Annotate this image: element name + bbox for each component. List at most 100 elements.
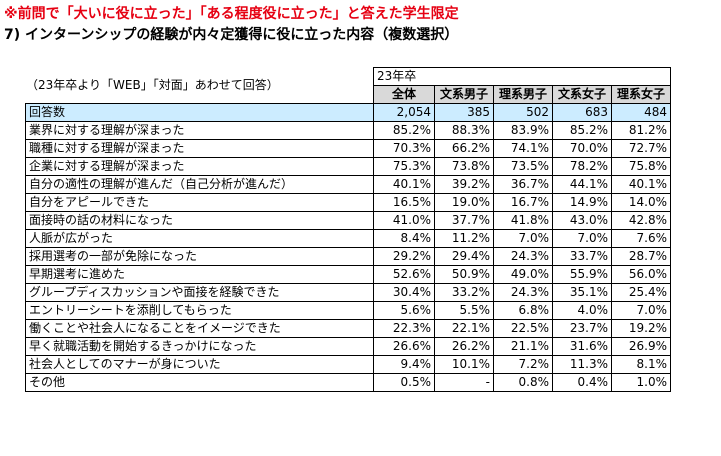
table-row: 業界に対する理解が深まった 85.2% 88.3% 83.9% 85.2% 81.2% bbox=[25, 121, 671, 140]
table-cell: 24.3% bbox=[493, 247, 553, 266]
table-cell: 21.1% bbox=[493, 337, 553, 356]
table-cell: 30.4% bbox=[373, 283, 435, 302]
table-cell: 0.5% bbox=[373, 373, 435, 392]
table-cell: 66.2% bbox=[434, 139, 494, 158]
table-cell: 44.1% bbox=[552, 175, 612, 194]
table-cell: 50.9% bbox=[434, 265, 494, 284]
table-row: 自分をアピールできた 16.5% 19.0% 16.7% 14.9% 14.0% bbox=[25, 193, 671, 212]
table-cell: 22.1% bbox=[434, 319, 494, 338]
table-cell: 19.2% bbox=[611, 319, 671, 338]
row-label: 自分をアピールできた bbox=[25, 193, 374, 212]
column-header: 文系男子 bbox=[434, 85, 494, 104]
table-cell: 40.1% bbox=[611, 175, 671, 194]
table-cell: 502 bbox=[493, 103, 553, 122]
table-row: 早期選考に進めた 52.6% 50.9% 49.0% 55.9% 56.0% bbox=[25, 265, 671, 284]
row-label: 社会人としてのマナーが身についた bbox=[25, 355, 374, 374]
table-cell: 73.8% bbox=[434, 157, 494, 176]
column-header: 理系女子 bbox=[611, 85, 671, 104]
table-cell: 7.6% bbox=[611, 229, 671, 248]
respondent-count-row: 回答数 2,054 385 502 683 484 bbox=[25, 103, 671, 122]
table-cell: 73.5% bbox=[493, 157, 553, 176]
table-cell: 8.1% bbox=[611, 355, 671, 374]
table-cell: 26.6% bbox=[373, 337, 435, 356]
table-row: 自分の適性の理解が進んだ（自己分析が進んだ） 40.1% 39.2% 36.7% 44.… bbox=[25, 175, 671, 194]
header-spacer bbox=[26, 86, 374, 104]
table-cell: 5.6% bbox=[373, 301, 435, 320]
table-cell: 26.2% bbox=[434, 337, 494, 356]
row-label: 人脈が広がった bbox=[25, 229, 374, 248]
table-cell: 7.0% bbox=[552, 229, 612, 248]
row-label: その他 bbox=[25, 373, 374, 392]
table-cell: 8.4% bbox=[373, 229, 435, 248]
table-cell: 11.3% bbox=[552, 355, 612, 374]
table-cell: 55.9% bbox=[552, 265, 612, 284]
table-row: その他 0.5% -0.8% 0.4% 1.0% bbox=[25, 373, 671, 392]
table-cell: 70.3% bbox=[373, 139, 435, 158]
table-cell: 1.0% bbox=[611, 373, 671, 392]
row-label: 回答数 bbox=[25, 103, 374, 122]
table-cell: 85.2% bbox=[373, 121, 435, 140]
table-cell: 7.0% bbox=[493, 229, 553, 248]
table-cell: 23.7% bbox=[552, 319, 612, 338]
table-cell: 29.4% bbox=[434, 247, 494, 266]
table-cell: 10.1% bbox=[434, 355, 494, 374]
table-cell: 78.2% bbox=[552, 157, 612, 176]
table-cell: 22.5% bbox=[493, 319, 553, 338]
table-cell: 35.1% bbox=[552, 283, 612, 302]
table-cell: 0.4% bbox=[552, 373, 612, 392]
table-cell: 29.2% bbox=[373, 247, 435, 266]
table-row: 人脈が広がった 8.4% 11.2% 7.0% 7.0% 7.6% bbox=[25, 229, 671, 248]
column-header: 理系男子 bbox=[493, 85, 553, 104]
table-body: 回答数 2,054 385 502 683 484 業界に対する理解が深まった 85.2% 88… bbox=[25, 103, 671, 392]
row-label: グループディスカッションや面接を経験できた bbox=[25, 283, 374, 302]
column-header: 文系女子 bbox=[552, 85, 612, 104]
table-cell: 74.1% bbox=[493, 139, 553, 158]
table-cell: 4.0% bbox=[552, 301, 612, 320]
table-cell: 9.4% bbox=[373, 355, 435, 374]
table-row: 職種に対する理解が深まった 70.3% 66.2% 74.1% 70.0% 72.7% bbox=[25, 139, 671, 158]
row-label: 採用選考の一部が免除になった bbox=[25, 247, 374, 266]
row-label: 自分の適性の理解が進んだ（自己分析が進んだ） bbox=[25, 175, 374, 194]
table-cell: 52.6% bbox=[373, 265, 435, 284]
table-cell: 70.0% bbox=[552, 139, 612, 158]
table-row: 企業に対する理解が深まった 75.3% 73.8% 73.5% 78.2% 75.8% bbox=[25, 157, 671, 176]
table-cell: 14.9% bbox=[552, 193, 612, 212]
row-label: 面接時の話の材料になった bbox=[25, 211, 374, 230]
column-header: 全体 bbox=[373, 85, 435, 104]
table-cell: 83.9% bbox=[493, 121, 553, 140]
table-cell: - bbox=[434, 373, 494, 392]
table-cell: 14.0% bbox=[611, 193, 671, 212]
table-cell: 11.2% bbox=[434, 229, 494, 248]
table-cell: 56.0% bbox=[611, 265, 671, 284]
row-label: 働くことや社会人になることをイメージできた bbox=[25, 319, 374, 338]
table-row: エントリーシートを添削してもらった 5.6% 5.5% 6.8% 4.0% 7.0% bbox=[25, 301, 671, 320]
table-cell: 72.7% bbox=[611, 139, 671, 158]
table-cell: 81.2% bbox=[611, 121, 671, 140]
column-header-row: 全体 文系男子 理系男子 文系女子 理系女子 bbox=[26, 85, 671, 104]
table-row: 社会人としてのマナーが身についた 9.4% 10.1% 7.2% 11.3% 8.1% bbox=[25, 355, 671, 374]
table-cell: 36.7% bbox=[493, 175, 553, 194]
table-cell: 25.4% bbox=[611, 283, 671, 302]
table-cell: 7.2% bbox=[493, 355, 553, 374]
table-cell: 22.3% bbox=[373, 319, 435, 338]
table-cell: 88.3% bbox=[434, 121, 494, 140]
note-text: ※前問で「大いに役に立った」「ある程度役に立った」と答えた学生限定 bbox=[4, 6, 459, 22]
table-cell: 43.0% bbox=[552, 211, 612, 230]
table-cell: 75.3% bbox=[373, 157, 435, 176]
table-cell: 31.6% bbox=[552, 337, 612, 356]
row-label: 業界に対する理解が深まった bbox=[25, 121, 374, 140]
table-cell: 2,054 bbox=[373, 103, 435, 122]
table-cell: 26.9% bbox=[611, 337, 671, 356]
table-cell: 5.5% bbox=[434, 301, 494, 320]
table-cell: 40.1% bbox=[373, 175, 435, 194]
table-cell: 75.8% bbox=[611, 157, 671, 176]
table-cell: 683 bbox=[552, 103, 612, 122]
table-cell: 24.3% bbox=[493, 283, 553, 302]
page-title: 7) インターンシップの経験が内々定獲得に役に立った内容（複数選択） bbox=[4, 27, 459, 43]
row-label: 職種に対する理解が深まった bbox=[25, 139, 374, 158]
table-cell: 85.2% bbox=[552, 121, 612, 140]
table-cell: 385 bbox=[434, 103, 494, 122]
row-label: 企業に対する理解が深まった bbox=[25, 157, 374, 176]
row-label: エントリーシートを添削してもらった bbox=[25, 301, 374, 320]
row-label: 早く就職活動を開始するきっかけになった bbox=[25, 337, 374, 356]
